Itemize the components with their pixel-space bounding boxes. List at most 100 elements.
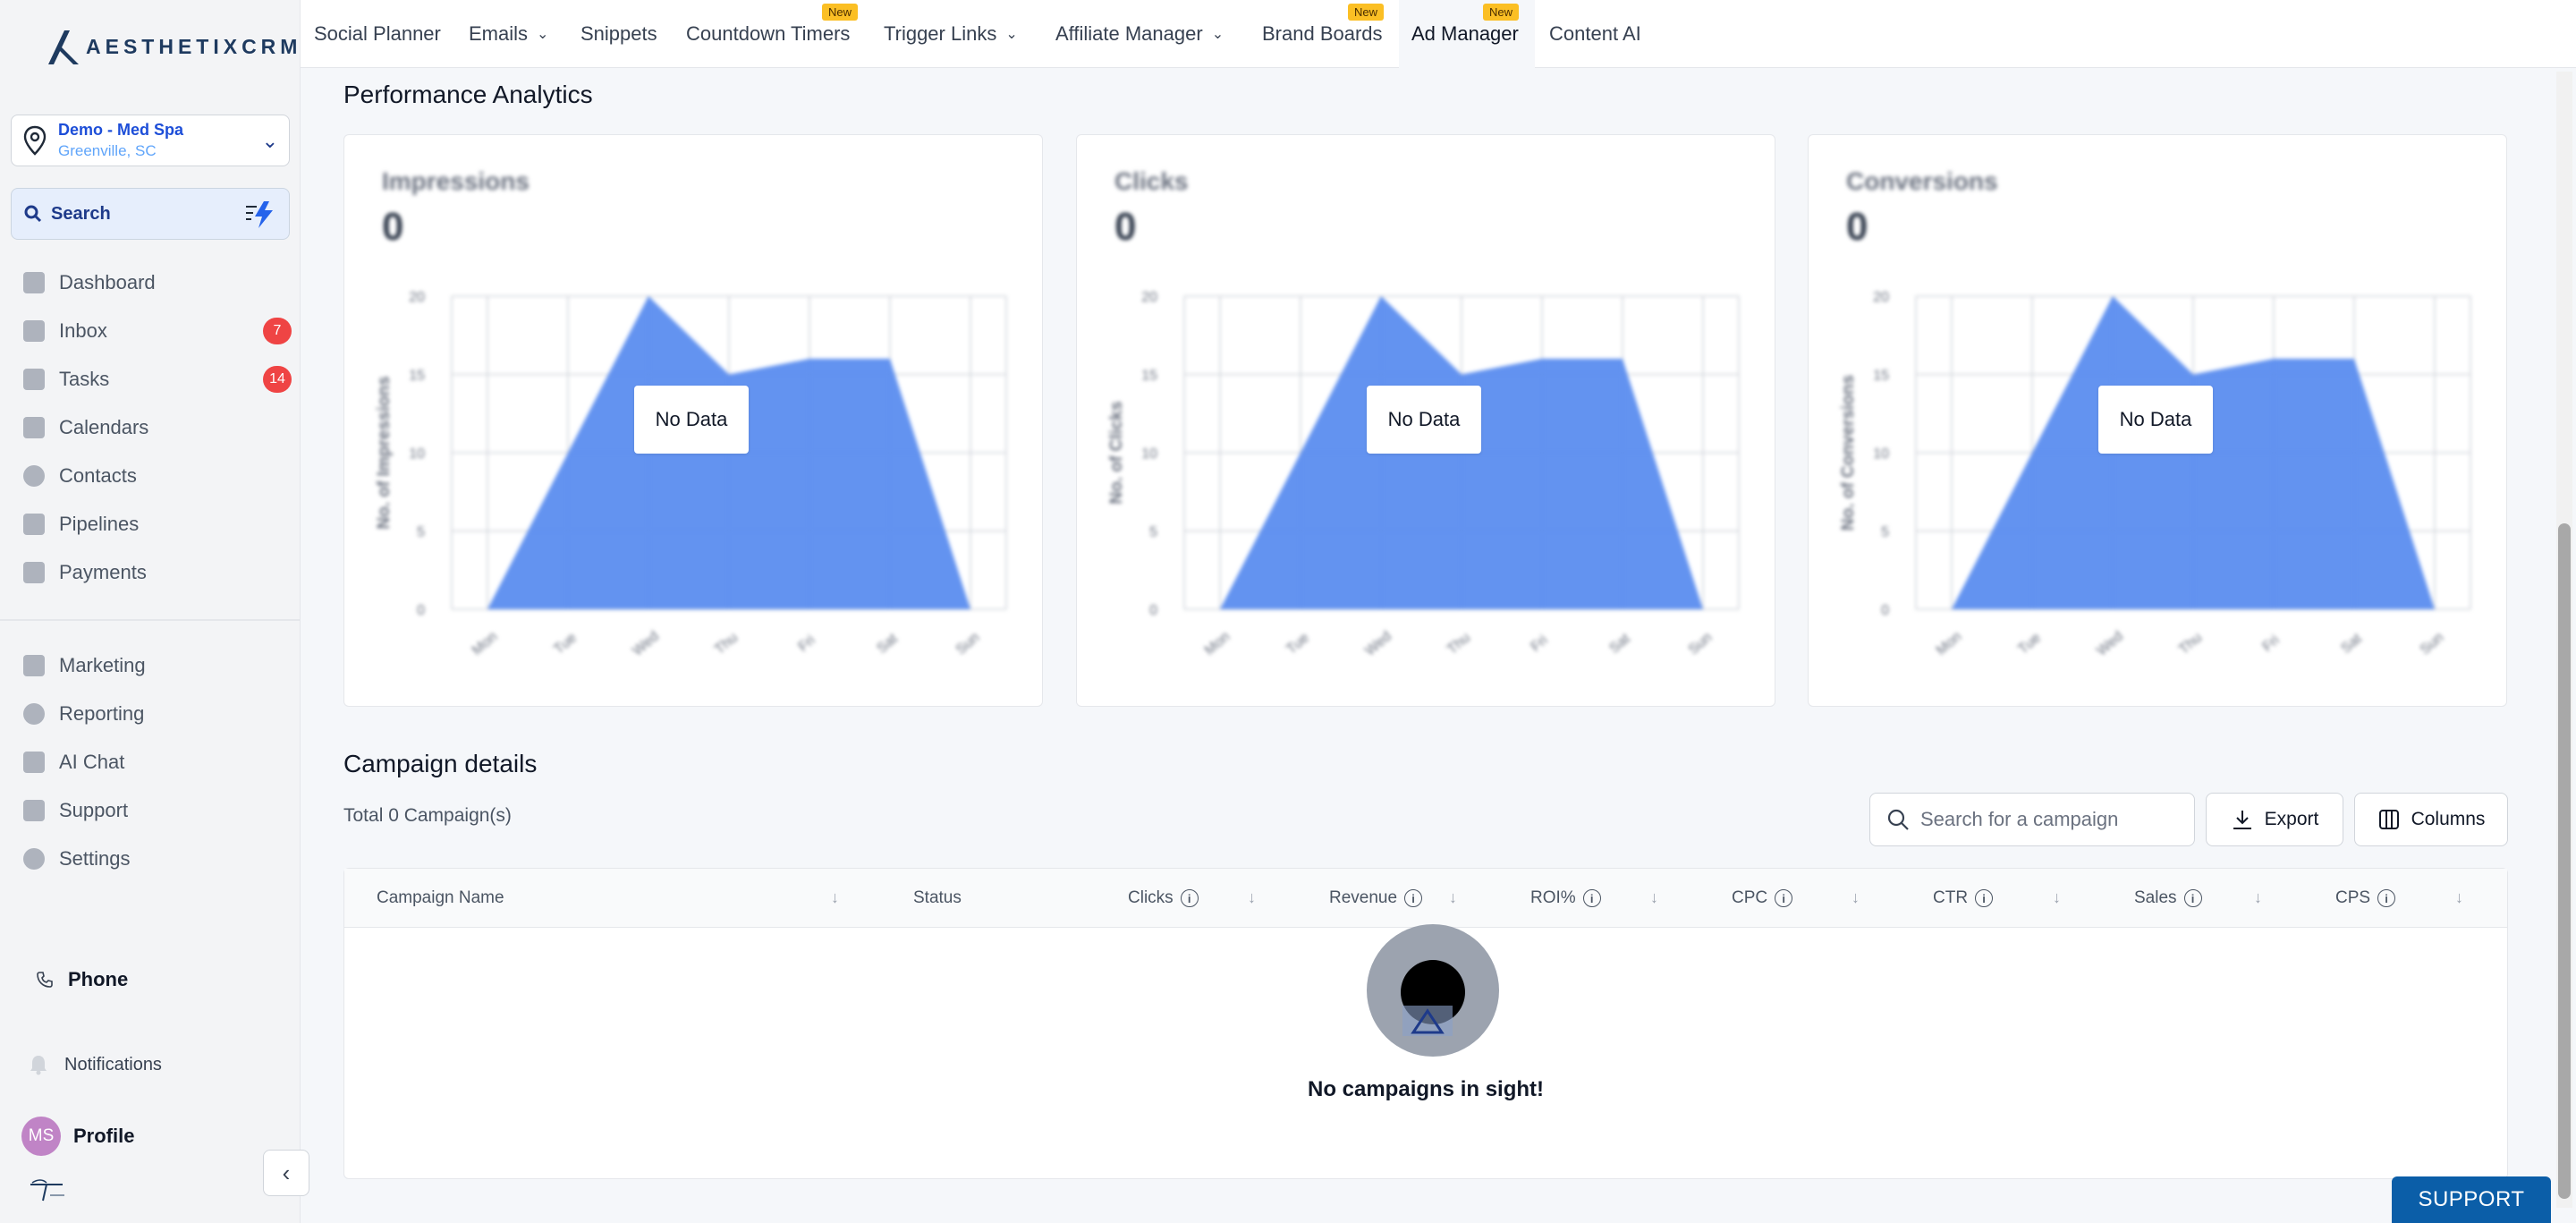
y-tick-label: 0 xyxy=(417,603,425,618)
info-icon[interactable]: i xyxy=(1404,889,1423,907)
sort-icon[interactable]: ↓ xyxy=(1650,888,1658,906)
x-tick-label: Mon xyxy=(1934,629,1965,658)
card-title: Conversions xyxy=(1846,167,1998,195)
sidebar-item-reporting[interactable]: Reporting xyxy=(23,696,292,732)
x-tick-label: Wed xyxy=(630,629,662,659)
conversions-chart: 05101520MonTueWedThuFriSatSunWeeklyNo. o… xyxy=(1839,290,2471,659)
y-tick-label: 10 xyxy=(1141,446,1157,462)
info-icon[interactable]: i xyxy=(1180,889,1199,907)
total-campaigns: Total 0 Campaign(s) xyxy=(343,805,512,826)
tab-trigger-links[interactable]: Trigger Links ⌄ xyxy=(884,0,1018,68)
dashboard-icon xyxy=(23,272,45,293)
sort-icon[interactable]: ↓ xyxy=(2053,888,2061,906)
settings-icon xyxy=(23,848,45,870)
table-header: Campaign Name ↓ Status Clicks i ↓ Revenue… xyxy=(344,869,2507,928)
sidebar-item-settings[interactable]: Settings xyxy=(23,841,292,877)
sidebar-item-tasks[interactable]: Tasks 14 xyxy=(23,361,292,397)
info-icon[interactable]: i xyxy=(1975,889,1994,907)
support-icon xyxy=(23,800,45,821)
sidebar-item-support[interactable]: Support xyxy=(23,793,292,828)
tab-social-planner[interactable]: Social Planner xyxy=(314,0,441,68)
location-switcher[interactable]: Demo - Med Spa Greenville, SC ⌄ xyxy=(11,115,290,166)
sidebar-item-contacts[interactable]: Contacts xyxy=(23,458,292,494)
export-button[interactable]: Export xyxy=(2206,793,2343,846)
quick-action-icon[interactable] xyxy=(246,200,278,230)
search-label: Search xyxy=(51,203,111,224)
top-navigation: Social Planner Emails ⌄ Snippets Countdow… xyxy=(301,0,2576,68)
support-button[interactable]: SUPPORT xyxy=(2392,1176,2551,1223)
tab-countdown-timers[interactable]: Countdown Timers New xyxy=(686,0,859,68)
info-icon[interactable]: i xyxy=(1775,889,1793,907)
column-label: CTR xyxy=(1933,888,1969,907)
sort-icon[interactable]: ↓ xyxy=(1248,888,1256,906)
sidebar-item-ai-chat[interactable]: AI Chat xyxy=(23,744,292,780)
sidebar-item-dashboard[interactable]: Dashboard xyxy=(23,265,292,301)
sidebar-item-marketing[interactable]: Marketing xyxy=(23,648,292,684)
x-tick-label: Fri xyxy=(795,633,818,655)
columns-button[interactable]: Columns xyxy=(2354,793,2508,846)
chevron-down-icon: ⌄ xyxy=(537,27,549,42)
sidebar-item-label: Inbox xyxy=(59,319,107,342)
sidebar-search[interactable]: Search xyxy=(11,188,290,240)
column-campaign-name[interactable]: Campaign Name xyxy=(377,869,504,928)
sidebar-item-inbox[interactable]: Inbox 7 xyxy=(23,313,292,349)
brand-logo[interactable]: AESTHETIXCRM xyxy=(47,27,301,66)
profile-label: Profile xyxy=(73,1125,135,1147)
x-tick-label: Sun xyxy=(2418,630,2447,658)
sort-icon[interactable]: ↓ xyxy=(831,888,839,906)
pipelines-icon xyxy=(23,514,45,535)
sort-icon[interactable]: ↓ xyxy=(2254,888,2262,906)
info-icon[interactable]: i xyxy=(2377,889,2396,907)
y-axis-label: No. of Conversions xyxy=(1839,375,1858,531)
sort-icon[interactable]: ↓ xyxy=(1852,888,1860,906)
profile-button[interactable]: MS Profile xyxy=(21,1117,134,1156)
y-tick-label: 5 xyxy=(1149,525,1157,540)
x-tick-label: Sat xyxy=(1606,631,1633,657)
sort-icon[interactable]: ↓ xyxy=(2455,888,2463,906)
notifications-button[interactable]: Notifications xyxy=(29,1054,162,1075)
tab-label: Snippets xyxy=(580,22,657,45)
sidebar-item-label: Settings xyxy=(59,847,131,870)
notifications-label: Notifications xyxy=(64,1054,162,1074)
phone-label: Phone xyxy=(68,968,129,990)
clicks-card: Clicks 0 05101520MonTueWedThuFriSatSunWe… xyxy=(1076,134,1775,707)
x-tick-label: Sun xyxy=(1686,630,1716,658)
sidebar-item-calendars[interactable]: Calendars xyxy=(23,410,292,446)
info-icon[interactable]: i xyxy=(2183,889,2202,907)
sidebar-item-pipelines[interactable]: Pipelines xyxy=(23,506,292,542)
column-ctr[interactable]: CTR i xyxy=(1933,869,1994,928)
tab-ad-manager[interactable]: Ad Manager New xyxy=(1399,0,1535,68)
tab-brand-boards[interactable]: Brand Boards New xyxy=(1262,0,1385,68)
column-clicks[interactable]: Clicks i xyxy=(1128,869,1199,928)
sidebar-item-label: Payments xyxy=(59,561,147,583)
chevron-down-icon: ⌄ xyxy=(1005,27,1018,42)
tab-affiliate-manager[interactable]: Affiliate Manager ⌄ xyxy=(1055,0,1224,68)
column-roi[interactable]: ROI% i xyxy=(1530,869,1601,928)
sidebar-item-label: Tasks xyxy=(59,368,110,390)
tab-label: Affiliate Manager xyxy=(1055,22,1203,45)
x-tick-label: Sat xyxy=(874,631,901,657)
scrollbar-thumb[interactable] xyxy=(2558,523,2571,1199)
tab-snippets[interactable]: Snippets xyxy=(580,0,657,68)
x-tick-label: Wed xyxy=(1362,629,1394,659)
column-cps[interactable]: CPS i xyxy=(2335,869,2396,928)
x-tick-label: Mon xyxy=(470,629,501,658)
column-status[interactable]: Status xyxy=(913,869,962,928)
sidebar-item-payments[interactable]: Payments xyxy=(23,555,292,590)
column-revenue[interactable]: Revenue i xyxy=(1329,869,1423,928)
phone-button[interactable]: Phone xyxy=(36,968,128,991)
chevron-left-icon: ‹ xyxy=(282,1159,291,1186)
column-cpc[interactable]: CPC i xyxy=(1732,869,1793,928)
tab-content-ai[interactable]: Content AI xyxy=(1549,0,1641,68)
marketing-icon xyxy=(23,655,45,676)
campaign-search-input[interactable]: Search for a campaign xyxy=(1869,793,2195,846)
column-sales[interactable]: Sales i xyxy=(2134,869,2202,928)
tab-emails[interactable]: Emails ⌄ xyxy=(469,0,548,68)
info-icon[interactable]: i xyxy=(1582,889,1601,907)
collapse-sidebar-button[interactable]: ‹ xyxy=(263,1150,309,1196)
performance-analytics-title: Performance Analytics xyxy=(343,81,593,108)
inbox-icon xyxy=(23,320,45,342)
contacts-icon xyxy=(23,465,45,487)
y-tick-label: 15 xyxy=(409,369,425,384)
sort-icon[interactable]: ↓ xyxy=(1449,888,1457,906)
